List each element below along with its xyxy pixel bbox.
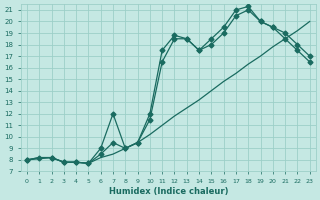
X-axis label: Humidex (Indice chaleur): Humidex (Indice chaleur) <box>108 187 228 196</box>
